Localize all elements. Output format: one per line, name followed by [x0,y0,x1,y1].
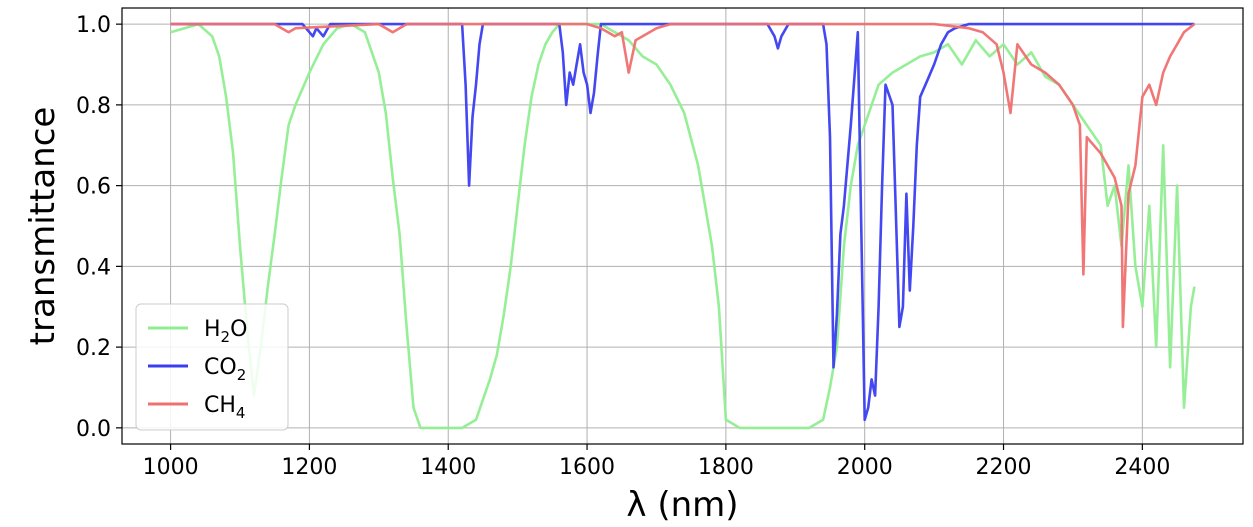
x-tick-label: 1400 [420,455,476,480]
legend-label-h2o: H2O [204,317,247,346]
x-tick-label: 2200 [976,455,1032,480]
x-tick-label: 1200 [281,455,337,480]
series-line-co2 [170,22,1195,422]
legend: H2O CO2 CH4 [135,303,289,431]
y-tick-label: 0.6 [76,175,111,200]
y-tick-label: 1.0 [76,13,111,38]
x-tick-label: 1600 [559,455,615,480]
series-layer [170,22,1196,430]
plot-frame [121,7,1244,445]
legend-label-co2: CO2 [204,355,246,384]
y-tick-label: 0.4 [76,255,111,280]
y-axis-ticks: 0.0 0.2 0.4 0.6 0.8 1.0 [76,13,122,442]
x-axis-title: λ (nm) [626,485,738,525]
y-tick-label: 0.2 [76,336,111,361]
series-line-ch4 [170,22,1196,329]
y-axis-title: transmittance [23,107,63,346]
x-tick-label: 1800 [698,455,754,480]
series-line-h2o [170,22,1196,430]
grid [122,8,1243,444]
y-tick-label: 0.0 [76,417,111,442]
legend-box [135,303,289,431]
x-tick-label: 2400 [1114,455,1170,480]
x-axis-ticks: 1000 1200 1400 1600 1800 2000 2200 2400 [143,444,1170,480]
x-tick-label: 1000 [143,455,199,480]
x-tick-label: 2000 [837,455,893,480]
y-tick-label: 0.8 [76,94,111,119]
legend-label-ch4: CH4 [204,393,245,422]
